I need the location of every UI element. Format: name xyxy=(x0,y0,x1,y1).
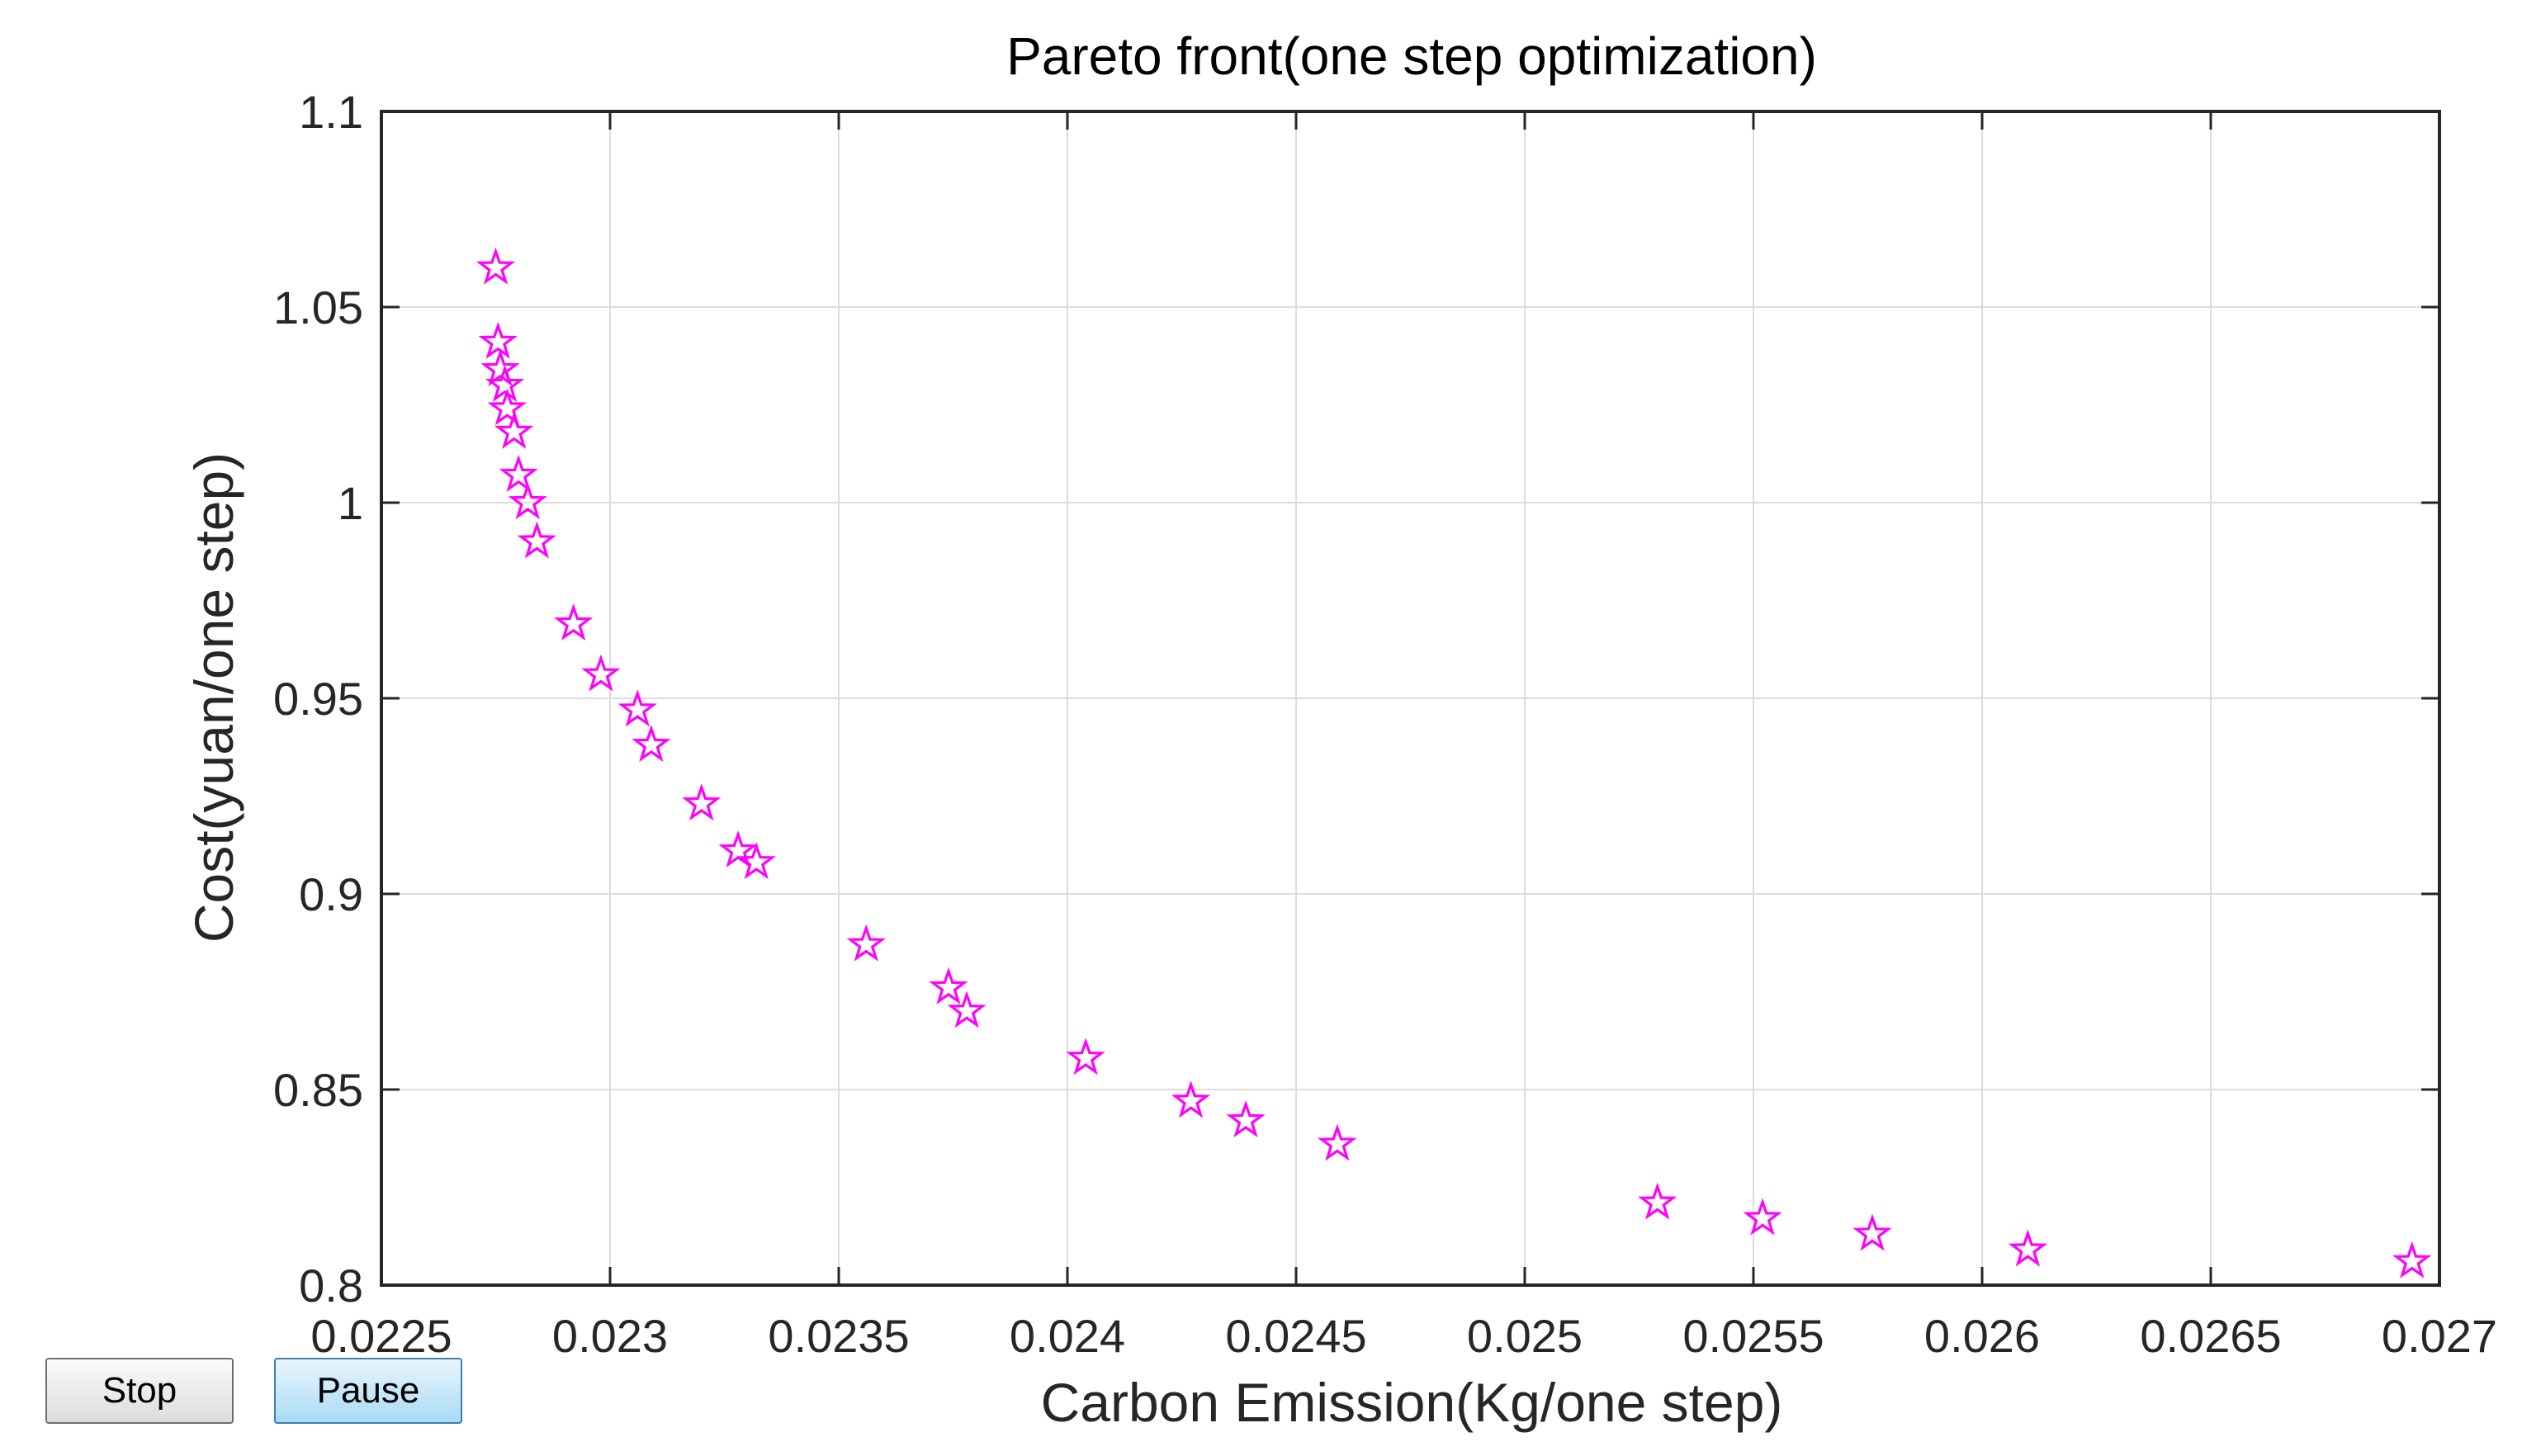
y-tick-label: 1.1 xyxy=(299,86,363,138)
x-tick-label: 0.0225 xyxy=(310,1310,452,1362)
x-tick-label: 0.025 xyxy=(1467,1310,1583,1362)
pareto-point[interactable] xyxy=(1066,1038,1105,1075)
scatter-points[interactable] xyxy=(476,247,2432,1279)
pareto-point[interactable] xyxy=(2008,1229,2048,1267)
x-tick-label: 0.026 xyxy=(1924,1310,2040,1362)
pareto-point[interactable] xyxy=(682,783,722,821)
y-axis-label: Cost(yuan/one step) xyxy=(183,452,244,943)
y-tick-label: 1 xyxy=(338,477,363,529)
y-tick-label: 1.05 xyxy=(273,281,363,333)
x-tick-label: 0.0245 xyxy=(1225,1310,1366,1362)
pareto-point[interactable] xyxy=(494,411,534,449)
pareto-point[interactable] xyxy=(1637,1182,1677,1220)
x-tick-label: 0.0265 xyxy=(2140,1310,2281,1362)
pareto-point[interactable] xyxy=(581,654,621,692)
pareto-point[interactable] xyxy=(929,967,968,1005)
pareto-point[interactable] xyxy=(517,521,557,559)
y-tick-label: 0.8 xyxy=(299,1260,363,1312)
pareto-point[interactable] xyxy=(476,247,516,285)
y-tick-labels: 0.8 0.85 0.9 0.95 1 1.05 1.1 xyxy=(273,86,363,1312)
pareto-point[interactable] xyxy=(478,321,518,359)
pareto-point[interactable] xyxy=(1318,1123,1357,1161)
y-tick-label: 0.95 xyxy=(273,673,363,725)
stop-button[interactable]: Stop xyxy=(45,1358,234,1424)
pareto-point[interactable] xyxy=(947,990,987,1028)
x-tick-label: 0.027 xyxy=(2382,1310,2497,1362)
pareto-point[interactable] xyxy=(718,830,758,867)
y-tick-label: 0.85 xyxy=(273,1064,363,1116)
pareto-point[interactable] xyxy=(736,842,776,880)
pareto-point[interactable] xyxy=(485,364,525,402)
x-axis-label: Carbon Emission(Kg/one step) xyxy=(1041,1372,1783,1433)
pareto-point[interactable] xyxy=(499,454,538,492)
x-tick-label: 0.0235 xyxy=(768,1310,909,1362)
pareto-point[interactable] xyxy=(508,482,547,520)
pareto-point[interactable] xyxy=(632,725,671,763)
chart-title: Pareto front(one step optimization) xyxy=(1006,26,1817,86)
pareto-point[interactable] xyxy=(617,689,657,727)
grid-lines xyxy=(381,111,2439,1285)
pareto-point[interactable] xyxy=(846,924,886,962)
pareto-point[interactable] xyxy=(1743,1198,1782,1236)
x-tick-label: 0.023 xyxy=(552,1310,668,1362)
pareto-point[interactable] xyxy=(1226,1100,1266,1138)
pause-button[interactable]: Pause xyxy=(274,1358,462,1424)
y-tick-label: 0.9 xyxy=(299,868,363,920)
tick-marks xyxy=(380,110,2441,1287)
pareto-point[interactable] xyxy=(2392,1241,2432,1279)
pareto-point[interactable] xyxy=(1852,1213,1892,1251)
pareto-point[interactable] xyxy=(1171,1080,1211,1118)
x-tick-label: 0.024 xyxy=(1010,1310,1125,1362)
pareto-point[interactable] xyxy=(487,388,528,426)
pareto-point[interactable] xyxy=(554,603,594,641)
x-tick-label: 0.0255 xyxy=(1682,1310,1824,1362)
x-tick-labels: 0.0225 0.023 0.0235 0.024 0.0245 0.025 0.0255 0… xyxy=(310,1310,2497,1362)
pareto-point[interactable] xyxy=(480,348,520,386)
